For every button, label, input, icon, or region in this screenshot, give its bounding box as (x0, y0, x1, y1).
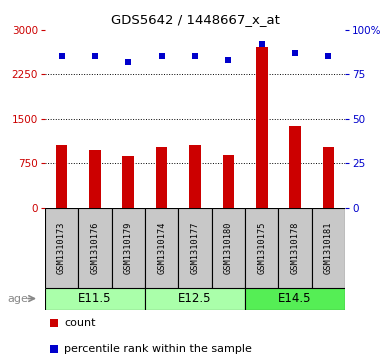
Text: GSM1310177: GSM1310177 (190, 221, 200, 274)
Point (225, 57, 232, 63)
Text: GSM1310178: GSM1310178 (291, 221, 300, 274)
Bar (89, 150, 101, 208)
Text: GSM1310175: GSM1310175 (257, 221, 266, 274)
Bar (156, 147, 167, 208)
Bar (45, 208, 78, 287)
Bar (312, 208, 345, 287)
Point (51, 346, 57, 352)
Text: E12.5: E12.5 (178, 292, 212, 305)
Title: GDS5642 / 1448667_x_at: GDS5642 / 1448667_x_at (110, 13, 280, 26)
Text: age: age (8, 294, 29, 303)
Text: GSM1310179: GSM1310179 (124, 221, 133, 274)
Bar (323, 147, 334, 208)
Point (259, 41, 265, 47)
Bar (78, 208, 112, 287)
Text: GSM1310176: GSM1310176 (90, 221, 99, 274)
Bar (245, 208, 278, 287)
Bar (45, 287, 145, 310)
Bar (112, 208, 145, 287)
Text: GSM1310173: GSM1310173 (57, 221, 66, 274)
Point (158, 53, 165, 59)
Text: count: count (64, 318, 96, 329)
Point (58, 53, 65, 59)
Bar (289, 126, 301, 208)
Bar (56, 145, 67, 208)
Point (325, 53, 332, 59)
Bar (212, 208, 245, 287)
Bar (178, 208, 212, 287)
Text: E11.5: E11.5 (78, 292, 112, 305)
Bar (278, 208, 312, 287)
Text: GSM1310180: GSM1310180 (224, 221, 233, 274)
Bar (245, 287, 345, 310)
Bar (122, 156, 134, 208)
Text: GSM1310181: GSM1310181 (324, 221, 333, 274)
Point (51, 321, 57, 326)
Text: percentile rank within the sample: percentile rank within the sample (64, 344, 252, 354)
Text: GSM1310174: GSM1310174 (157, 221, 166, 274)
Bar (145, 208, 178, 287)
Point (192, 53, 198, 59)
Point (92, 53, 98, 59)
Point (125, 59, 131, 65)
Bar (223, 155, 234, 208)
Text: E14.5: E14.5 (278, 292, 312, 305)
Bar (189, 145, 201, 208)
Bar (145, 287, 245, 310)
Point (292, 50, 298, 56)
Bar (256, 47, 268, 208)
